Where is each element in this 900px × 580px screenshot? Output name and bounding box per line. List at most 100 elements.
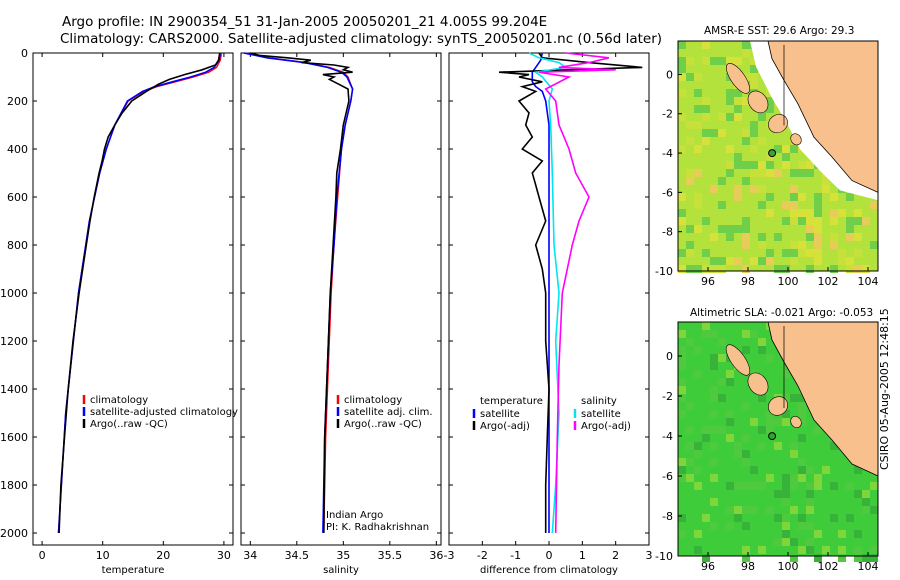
sst-map-cell [822,185,830,193]
sst-map-cell [814,241,822,249]
sla-map-cell [782,514,790,522]
sla-map-cell [710,394,718,402]
sst-map-cell [758,161,766,169]
sla-map-cell [710,498,718,506]
temperature-legend-label: Argo(..raw -QC) [90,419,168,430]
sla-map-cell [710,458,718,466]
sla-map-ytick-label: -6 [662,470,673,483]
sla-map-cell [694,482,702,490]
sla-map-cell [862,554,870,562]
sla-map-cell [782,474,790,482]
sst-map-cell [854,233,862,241]
sst-map-cell [782,145,790,153]
sla-map-cell [702,330,710,338]
sla-map-xtick-label: 96 [701,560,715,573]
temperature-legend-label: satellite-adjusted climatology [90,407,238,418]
sst-map-cell [678,193,686,201]
sla-map-cell [678,458,686,466]
sla-map-cell [718,378,726,386]
sst-map-cell [678,73,686,81]
sla-map-cell [774,418,782,426]
sla-map-cell [678,386,686,394]
sla-map-island [790,416,802,428]
sst-map-cell [726,233,734,241]
sst-map-cell [854,265,862,273]
sst-map-cell [830,209,838,217]
sla-map-cell [742,450,750,458]
sla-map-cell [726,410,734,418]
sst-map-cell [726,97,734,105]
sst-map-cell [798,217,806,225]
sst-map-cell [694,73,702,81]
sst-map-cell [766,209,774,217]
sst-map-cell [678,249,686,257]
sst-map-cell [790,145,798,153]
sst-map-cell [758,241,766,249]
sla-map-cell [718,354,726,362]
depth-tick-label: 200 [7,95,28,108]
sst-map-cell [726,145,734,153]
difference-legend-label: Argo(-adj) [581,421,631,432]
sst-map-ytick-label: -2 [662,108,673,121]
sst-map-cell [686,57,694,65]
sst-map-cell [758,169,766,177]
sla-map-group [678,321,879,562]
sst-map-cell [718,177,726,185]
sst-map-cell [678,217,686,225]
sst-map-cell [798,249,806,257]
sla-map-cell [782,418,790,426]
sla-map-cell [686,426,694,434]
sla-map-cell [790,506,798,514]
sst-map-cell [806,217,814,225]
sla-map-cell [678,466,686,474]
sst-map-cell [726,161,734,169]
sla-map-cell [758,482,766,490]
sla-map-cell [870,554,878,562]
sst-map-cell [846,217,854,225]
sst-map-cell [750,121,758,129]
sla-map-cell [686,442,694,450]
sla-map-cell [798,514,806,522]
sst-map-cell [758,137,766,145]
sla-map-cell [710,362,718,370]
difference-legend-label: satellite [581,409,621,420]
difference-xlabel: difference from climatology [480,565,618,576]
sst-map-cell [806,265,814,273]
sst-map-cell [806,249,814,257]
sst-map-cell [846,257,854,265]
sla-map-cell [814,482,822,490]
sla-map-cell [678,410,686,418]
sst-map-cell [686,121,694,129]
sla-map-cell [758,394,766,402]
sla-map-cell [766,354,774,362]
sla-map-cell [862,506,870,514]
sst-map-xtick-label: 98 [741,275,755,288]
sla-map-cell [782,370,790,378]
sst-map-cell [678,113,686,121]
sla-map-cell [782,498,790,506]
sla-map-cell [822,546,830,554]
sst-map-cell [814,217,822,225]
sla-map-ytick-label: -2 [662,390,673,403]
sla-map-cell [750,330,758,338]
sst-map-cell [734,161,742,169]
sst-map-cell [830,233,838,241]
sst-map-cell [734,153,742,161]
sla-map-cell [758,546,766,554]
sla-map-cell [742,346,750,354]
sla-map-cell [838,546,846,554]
sla-map-cell [798,522,806,530]
depth-tick-label: 1200 [0,335,28,348]
difference-xtick-label: 3 [646,549,653,562]
difference-legend-title-right: salinity [581,396,617,407]
sst-map-ytick-label: -8 [662,226,673,239]
sst-map-island [747,90,769,114]
sst-map-cell [694,201,702,209]
sla-map-cell [798,474,806,482]
sla-map-cell [686,458,694,466]
sst-map-cell [710,57,718,65]
sst-map-cell [774,169,782,177]
temperature-xtick-label: 20 [156,549,170,562]
sla-map-cell [750,506,758,514]
sla-map-cell [710,522,718,530]
